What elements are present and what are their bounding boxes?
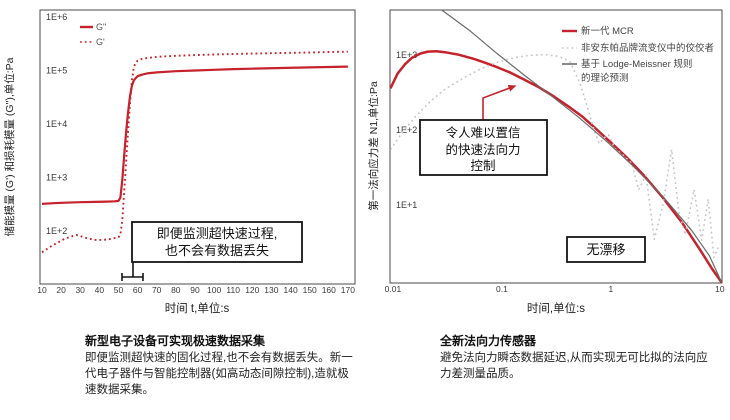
left-chart-ticks: 10 20 30 40 50 60 70 80 90 100 110 120 130 140 150 160 1… bbox=[37, 12, 355, 295]
left-chart-legend: G" G' bbox=[80, 22, 106, 47]
x-tick-label: 50 bbox=[114, 285, 124, 295]
x-tick-label: 170 bbox=[341, 285, 355, 295]
plot-frame bbox=[39, 9, 356, 285]
annotation-line3: 控制 bbox=[470, 159, 495, 173]
x-tick-label: 130 bbox=[264, 285, 278, 295]
y-tick-label: 1E+3 bbox=[396, 50, 417, 60]
annotation-box bbox=[419, 119, 548, 176]
y-tick-label: 1E+4 bbox=[46, 119, 67, 129]
left-caption-title: 新型电子设备可实现极速数据采集 bbox=[85, 334, 266, 348]
x-tick-label: 30 bbox=[75, 285, 85, 295]
legend-label-theory-line2: 的理论预测 bbox=[581, 72, 629, 84]
legend-label-theory-line1: 基于 Lodge-Meissner 规则 bbox=[581, 58, 692, 70]
right-chart-curves bbox=[389, 9, 723, 284]
legend-label-g-prime: G' bbox=[96, 37, 105, 47]
plot-frame bbox=[389, 9, 723, 284]
right-caption: 全新法向力传感器 避免法向力瞬态数据延迟,从而实现无可比拟的法向应力差测量品质。 bbox=[440, 332, 712, 383]
legend-label-competitor: 非安东帕品牌流变仪中的佼佼者 bbox=[581, 42, 714, 54]
x-tick-label: 150 bbox=[303, 285, 317, 295]
time-interval-marker bbox=[121, 273, 144, 281]
series-curve-0 bbox=[41, 65, 348, 205]
y-axis-label: 第一法向应力差 N1,单位:Pa bbox=[367, 81, 380, 211]
y-tick-label: 1E+2 bbox=[396, 125, 417, 135]
annotation-arrow bbox=[482, 85, 517, 120]
x-tick-label: 90 bbox=[190, 285, 200, 295]
x-tick-label: 0.1 bbox=[496, 284, 508, 294]
annotation-line2: 也不会有数据丢失 bbox=[165, 243, 269, 258]
y-tick-label: 1E+6 bbox=[46, 12, 67, 22]
no-drift-box bbox=[566, 236, 646, 263]
y-tick-label: 1E+5 bbox=[46, 66, 67, 76]
annotation-line2: 的快速法向力 bbox=[445, 142, 520, 157]
series-curve-2 bbox=[441, 9, 723, 283]
right-caption-title: 全新法向力传感器 bbox=[440, 334, 537, 348]
x-tick-label: 80 bbox=[171, 285, 181, 295]
left-caption: 新型电子设备可实现极速数据采集 即便监测超快速的固化过程,也不会有数据丢失。新一… bbox=[85, 332, 357, 399]
y-tick-label: 1E+1 bbox=[396, 200, 417, 210]
x-tick-label: 160 bbox=[322, 285, 336, 295]
normal-stress-difference-chart: 0.01 0.1 1 10 1E+3 1E+2 1E+1 新一代 MCR 非安东帕品牌流变仪… bbox=[367, 9, 725, 315]
x-tick-label: 70 bbox=[152, 285, 162, 295]
x-tick-label: 10 bbox=[715, 284, 725, 294]
x-axis-label: 时间 t,单位:s bbox=[165, 301, 230, 315]
x-axis-label: 时间,单位:s bbox=[527, 301, 585, 315]
x-tick-label: 0.01 bbox=[385, 284, 402, 294]
left-caption-body: 即便监测超快速的固化过程,也不会有数据丢失。新一代电子器件与智能控制器(如高动态… bbox=[85, 352, 353, 396]
y-tick-label: 1E+2 bbox=[46, 226, 67, 236]
x-tick-label: 40 bbox=[95, 285, 105, 295]
x-tick-label: 10 bbox=[37, 285, 47, 295]
y-tick-label: 1E+3 bbox=[46, 173, 67, 183]
annotation-line1: 即便监测超快速过程, bbox=[157, 226, 278, 241]
y-axis-label: 储能模量 (G') 和损耗模量 (G"),单位:Pa bbox=[3, 57, 16, 236]
x-tick-label: 1 bbox=[609, 284, 614, 294]
left-annotation: 即便监测超快速过程, 也不会有数据丢失 bbox=[121, 221, 303, 281]
no-drift-annotation: 无漂移 bbox=[566, 236, 646, 263]
left-chart-curves bbox=[41, 50, 348, 254]
right-annotation: 令人难以置信 的快速法向力 控制 bbox=[419, 85, 548, 176]
series-curve-1 bbox=[41, 50, 348, 254]
storage-loss-modulus-chart: 10 20 30 40 50 60 70 80 90 100 110 120 130 140 150 160 1… bbox=[3, 9, 356, 315]
right-chart-ticks: 0.01 0.1 1 10 1E+3 1E+2 1E+1 bbox=[385, 50, 725, 294]
right-chart-legend: 新一代 MCR 非安东帕品牌流变仪中的佼佼者 基于 Lodge-Meissner… bbox=[562, 25, 714, 84]
x-tick-label: 100 bbox=[207, 285, 221, 295]
legend-label-mcr: 新一代 MCR bbox=[581, 25, 634, 37]
x-tick-label: 110 bbox=[226, 285, 240, 295]
annotation-box bbox=[131, 221, 303, 263]
no-drift-label: 无漂移 bbox=[586, 242, 625, 257]
right-caption-body: 避免法向力瞬态数据延迟,从而实现无可比拟的法向应力差测量品质。 bbox=[440, 352, 708, 380]
x-tick-label: 140 bbox=[284, 285, 298, 295]
x-tick-label: 20 bbox=[56, 285, 66, 295]
annotation-line1: 令人难以置信 bbox=[445, 125, 520, 140]
x-tick-label: 120 bbox=[245, 285, 259, 295]
x-tick-label: 60 bbox=[133, 285, 143, 295]
legend-label-g-double-prime: G" bbox=[96, 22, 106, 32]
